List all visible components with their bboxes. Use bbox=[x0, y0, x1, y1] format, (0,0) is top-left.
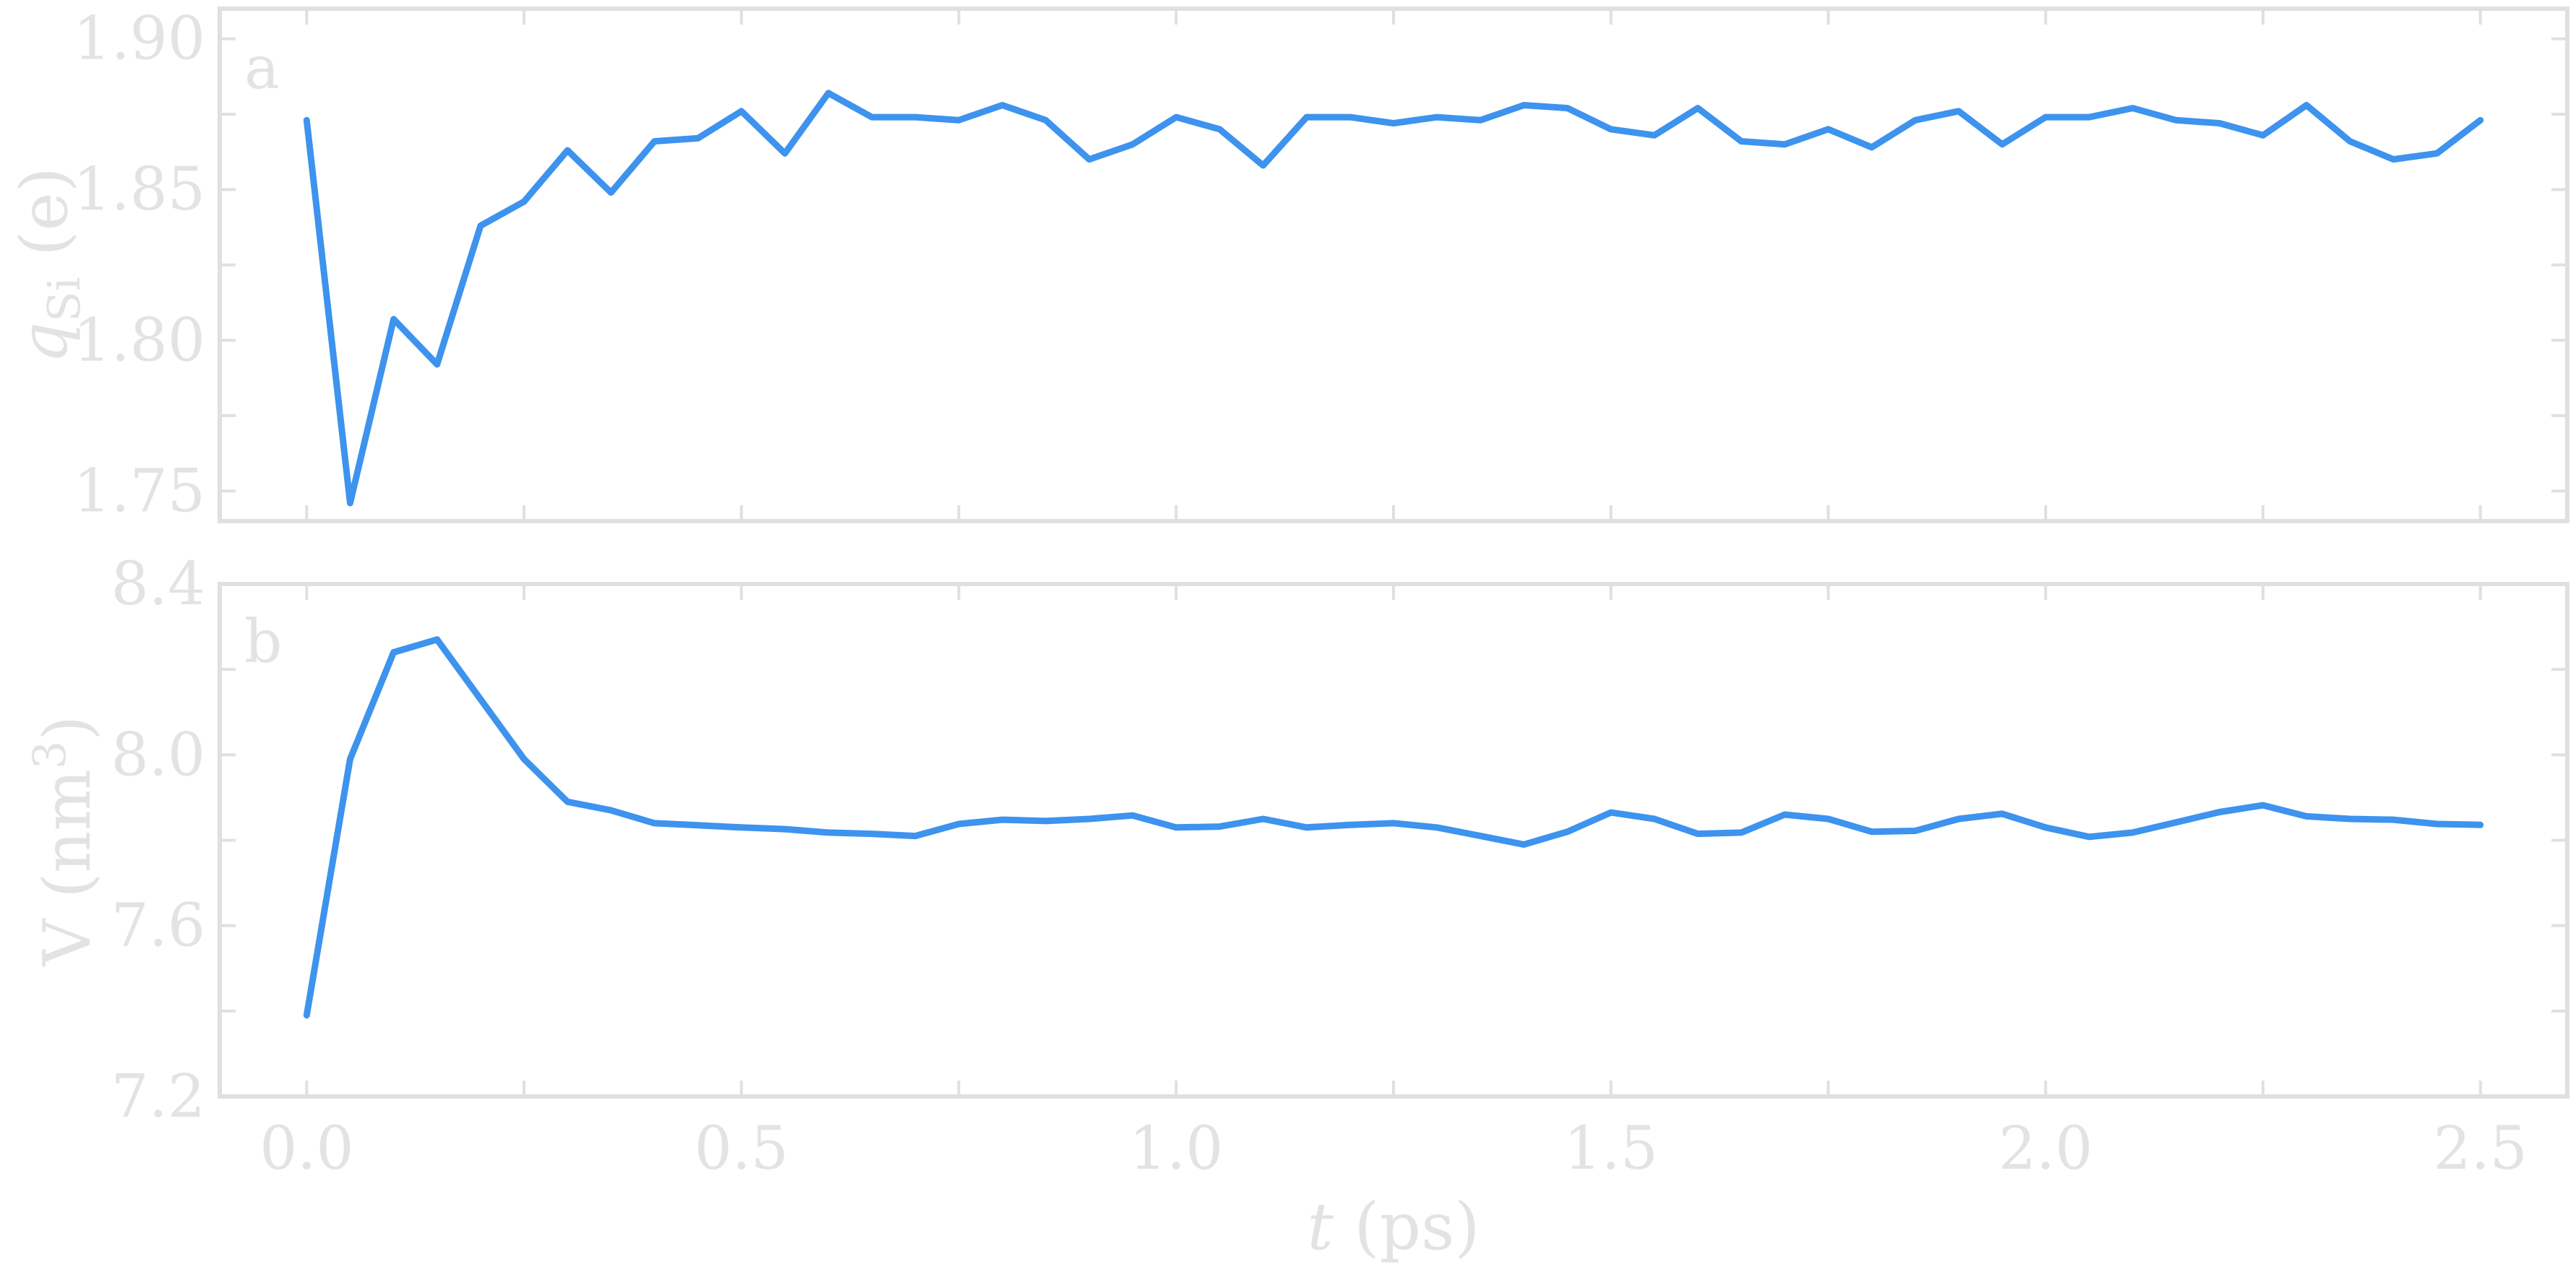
x-tick-label: 1.0 bbox=[1129, 1115, 1223, 1183]
y-tick-label: 8.0 bbox=[111, 721, 205, 789]
ylabel-superscript: 3 bbox=[23, 741, 76, 769]
xlabel-symbol: t bbox=[1308, 1189, 1334, 1265]
y-tick-label: 7.2 bbox=[111, 1062, 205, 1131]
panel-a-ticks bbox=[220, 9, 2567, 521]
x-tick-label: 2.5 bbox=[2433, 1115, 2527, 1183]
ylabel-subscript: Si bbox=[38, 277, 90, 322]
y-tick-label: 7.6 bbox=[111, 892, 205, 961]
ylabel-symbol: V (nm bbox=[30, 769, 106, 966]
panel-a-tick-labels: 1.75 1.80 1.85 1.90 bbox=[73, 5, 205, 526]
ylabel-unit: ) bbox=[30, 716, 106, 741]
y-tick-label: 1.85 bbox=[73, 155, 205, 224]
y-tick-label: 8.4 bbox=[111, 550, 205, 619]
panel-b-ylabel: V (nm3) bbox=[23, 716, 106, 967]
panel-b-label: b bbox=[244, 608, 283, 677]
panel-b-frame bbox=[218, 582, 2569, 1099]
ylabel-unit: (e) bbox=[7, 167, 82, 277]
series-line-volume bbox=[303, 636, 2484, 1019]
x-tick-label: 2.0 bbox=[1998, 1115, 2092, 1183]
panel-a-frame bbox=[218, 7, 2569, 523]
y-tick-label: 1.75 bbox=[73, 457, 205, 525]
panel-b-ticks bbox=[220, 583, 2567, 1098]
y-tick-label: 1.90 bbox=[73, 5, 205, 74]
panel-a-label: a bbox=[244, 34, 280, 103]
y-tick-label: 1.80 bbox=[73, 306, 205, 375]
series-line-q-si bbox=[303, 90, 2484, 507]
panel-a: 1.75 1.80 1.85 1.90 a qSi (e) bbox=[7, 5, 2569, 526]
panel-b: 7.2 7.6 8.0 8.4 0.0 0.5 1.0 1.5 2.0 2.5 b V (nm3)… bbox=[23, 550, 2569, 1265]
x-tick-label: 0.0 bbox=[259, 1115, 353, 1183]
ylabel-symbol: q bbox=[7, 322, 82, 364]
xlabel-unit: (ps) bbox=[1334, 1189, 1480, 1265]
panel-a-ylabel: qSi (e) bbox=[7, 167, 90, 364]
panel-b-xlabel: t (ps) bbox=[1308, 1189, 1480, 1265]
x-tick-label: 1.5 bbox=[1564, 1115, 1658, 1183]
panel-b-tick-labels: 7.2 7.6 8.0 8.4 0.0 0.5 1.0 1.5 2.0 2.5 bbox=[111, 550, 2528, 1183]
x-tick-label: 0.5 bbox=[695, 1115, 789, 1183]
